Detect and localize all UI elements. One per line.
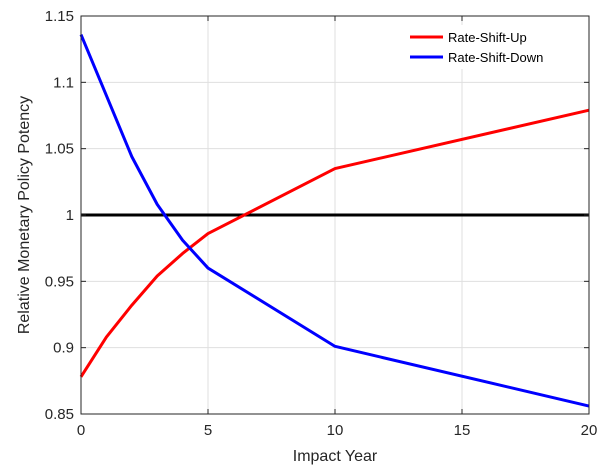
x-tick-label: 5 (204, 422, 212, 439)
series-line-down (79, 33, 590, 408)
series-line-up (79, 108, 590, 378)
series-lines (79, 33, 590, 408)
x-axis-title: Impact Year (293, 448, 378, 465)
legend-label: Rate-Shift-Down (448, 50, 543, 65)
x-tick-label: 10 (327, 422, 344, 439)
y-tick-label: 1 (66, 207, 74, 224)
legend-box (402, 25, 581, 69)
legend: Rate-Shift-Up Rate-Shift-Down (402, 25, 581, 69)
y-tick-label: 1.1 (53, 74, 74, 91)
x-tick-label: 15 (454, 422, 471, 439)
y-tick-label: 1.05 (45, 141, 74, 158)
y-tick-label: 0.85 (45, 406, 74, 423)
y-axis-title: Relative Monetary Policy Potency (16, 96, 33, 334)
y-tick-label: 0.95 (45, 273, 74, 290)
axis-ticks: 0 5 10 15 20 0.85 0.9 0.95 1 1.05 1.1 1.15 (45, 8, 597, 439)
x-tick-label: 20 (581, 422, 597, 439)
y-tick-label: 1.15 (45, 8, 74, 25)
legend-label: Rate-Shift-Up (448, 30, 527, 45)
y-tick-label: 0.9 (53, 340, 74, 357)
x-tick-label: 0 (77, 422, 85, 439)
